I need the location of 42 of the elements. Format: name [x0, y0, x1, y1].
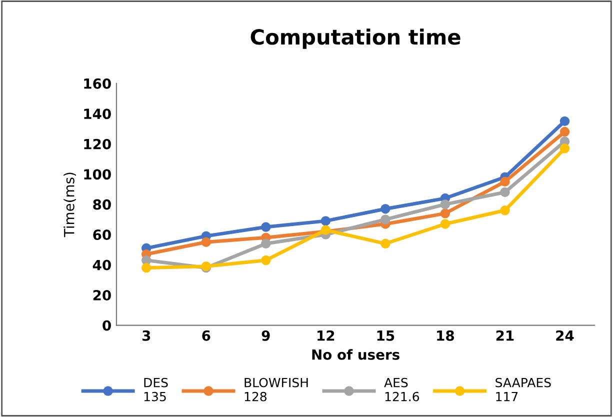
x-tick-label: 21: [496, 330, 514, 341]
point: [500, 187, 510, 198]
y-tick-label: 120: [84, 138, 111, 150]
legend-label: AES 121.6: [384, 378, 420, 402]
point: [440, 199, 450, 210]
y-tick-label: 40: [92, 260, 111, 270]
x-tick-label: 9: [262, 330, 270, 341]
point: [141, 262, 152, 273]
point: [320, 216, 331, 226]
y-tick-label: 100: [84, 169, 111, 180]
y-axis-title: Time(ms): [64, 172, 76, 238]
point: [500, 176, 510, 187]
point: [560, 144, 570, 154]
point: [440, 208, 450, 218]
y-tick-label: 80: [93, 199, 111, 210]
y-tick-label: 20: [93, 290, 111, 300]
point: [261, 238, 271, 248]
point: [500, 206, 510, 216]
x-tick-label: 3: [142, 330, 150, 341]
point: [380, 238, 390, 248]
point: [440, 219, 450, 229]
y-tick-label: 60: [93, 230, 111, 240]
legend-label: DES 135: [144, 378, 168, 402]
x-tick-label: 15: [377, 330, 394, 341]
legend-label: BLOWFISH 128: [244, 378, 308, 402]
x-tick-label: 6: [202, 330, 210, 341]
x-tick-label: 24: [556, 330, 574, 341]
y-tick-label: 0: [102, 320, 111, 331]
point: [560, 126, 570, 137]
y-tick-label: 160: [84, 78, 111, 89]
point: [201, 237, 211, 247]
point: [261, 255, 271, 266]
chart-title: Computation time: [250, 28, 460, 49]
x-tick-label: 12: [318, 330, 334, 341]
point: [380, 214, 390, 224]
point: [261, 222, 271, 232]
x-tick-label: 18: [437, 330, 454, 341]
y-tick-label: 140: [84, 108, 111, 120]
point: [560, 116, 570, 126]
x-axis-title: No of users: [312, 349, 400, 360]
point: [380, 204, 390, 214]
legend-label: SAAPAES 117: [496, 378, 551, 402]
